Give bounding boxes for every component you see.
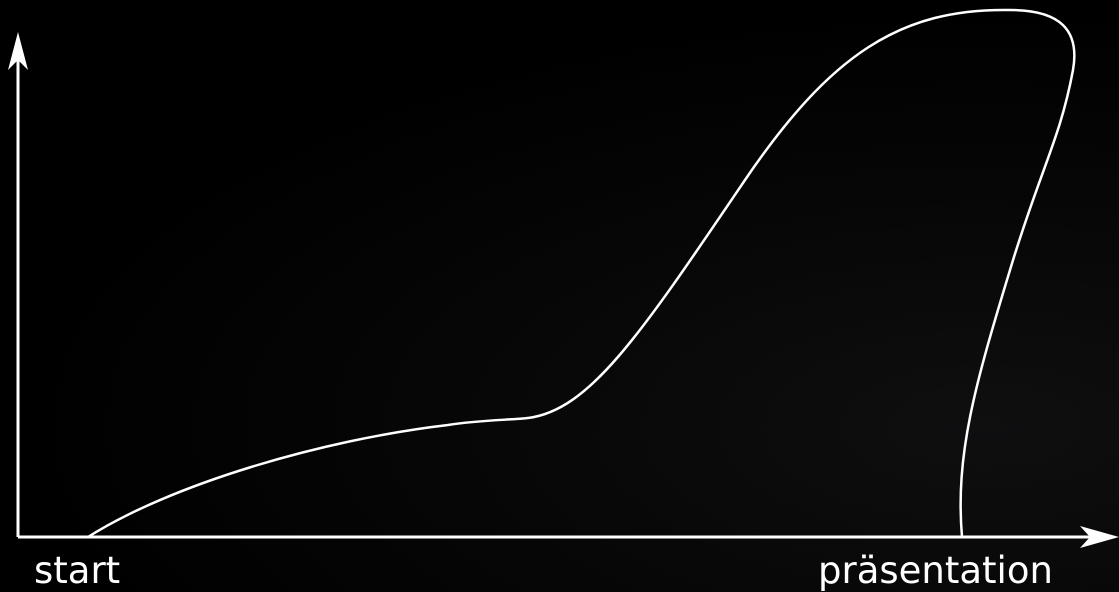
presentation-label: präsentation <box>818 549 1053 592</box>
start-label: start <box>34 549 121 592</box>
x-axis-arrowhead <box>1080 526 1119 548</box>
effort-curve <box>86 8 1076 539</box>
y-axis-arrowhead <box>8 32 28 70</box>
